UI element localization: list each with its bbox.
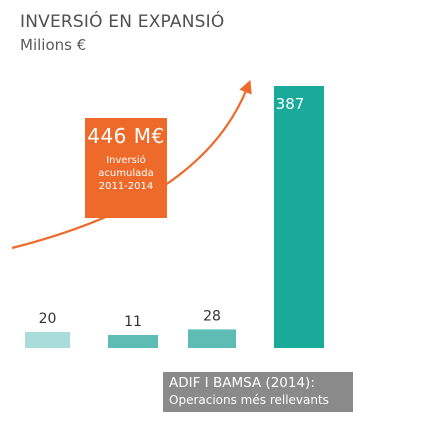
bars-layer: 20 11 28 387 <box>25 86 324 348</box>
chart-title: INVERSIÓ EN EXPANSIÓ <box>20 12 225 32</box>
bar-value-label-2013: 28 <box>203 308 221 324</box>
callout-line-2: acumulada <box>98 168 154 179</box>
footer-banner: ADIF I BAMSA (2014): Operacions més rell… <box>163 372 353 412</box>
footer-title: ADIF I BAMSA (2014): <box>169 375 315 391</box>
bar-2013 <box>188 329 236 348</box>
callout-value: 446 M€ <box>87 124 165 148</box>
chart-subtitle: Milions € <box>20 36 87 54</box>
callout-line-1: Inversió <box>106 155 146 166</box>
bar-value-label-2014: 387 <box>276 95 305 113</box>
cumulative-investment-callout: 446 M€ Inversió acumulada 2011-2014 <box>85 118 167 218</box>
callout-line-3: 2011-2014 <box>98 181 154 192</box>
bar-2014 <box>274 86 324 348</box>
bar-2011 <box>25 332 70 348</box>
footer-subtitle: Operacions més rellevants <box>169 393 329 407</box>
bar-value-label-2011: 20 <box>39 311 57 327</box>
bar-value-label-2012: 11 <box>124 314 142 330</box>
bar-2012 <box>108 335 158 348</box>
